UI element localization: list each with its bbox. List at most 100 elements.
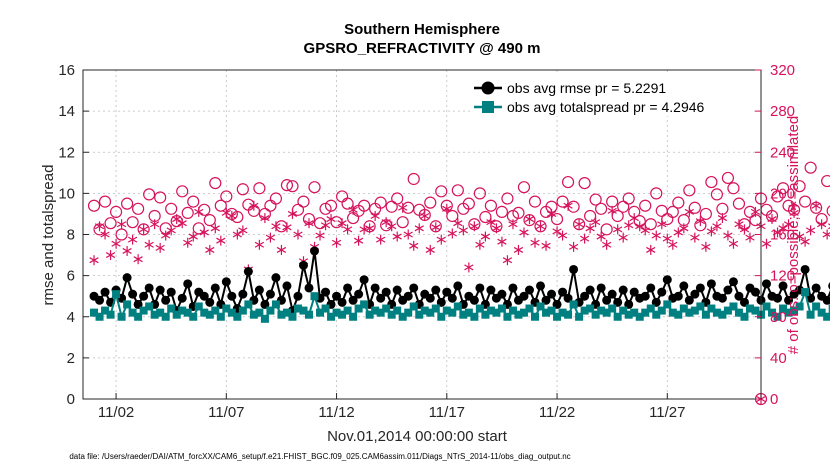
possible-obs-marker [181,206,194,220]
assimilated-obs-marker [392,231,402,242]
assimilated-obs-marker [436,234,446,245]
assimilated-obs-stroke [701,243,711,250]
totalspread-marker [663,300,672,309]
possible-obs-marker [363,220,376,233]
assimilated-obs-stroke [238,227,248,234]
rmse-marker [161,295,171,305]
assimilated-obs-stroke [265,234,276,241]
assimilated-obs-marker [425,244,435,255]
rmse-marker [271,273,281,283]
assimilated-obs-stroke [602,241,612,248]
y-tick-label: 16 [58,62,75,79]
assimilated-obs-stroke [293,231,303,238]
assimilated-obs-marker [574,219,584,230]
rmse-marker [348,295,358,305]
x-axis-label: Nov.01,2014 00:00:00 start [327,428,508,445]
assimilated-obs-stroke [568,243,579,250]
totalspread-marker [354,304,363,313]
totalspread-marker [734,308,743,317]
possible-obs-marker [606,195,619,208]
rmse-marker [618,285,628,295]
totalspread-marker [172,310,181,319]
possible-obs-marker [148,209,161,223]
totalspread-marker [282,308,291,317]
totalspread-marker [205,310,214,319]
assimilated-obs-stroke [353,237,364,244]
totalspread-marker [128,308,137,317]
assimilated-obs-stroke [513,246,524,253]
rmse-marker [128,289,138,299]
totalspread-marker [145,302,154,311]
possible-obs-marker [253,182,266,195]
possible-obs-marker [98,195,112,208]
assimilated-obs-marker [475,239,485,250]
totalspread-marker [431,304,440,313]
totalspread-marker [751,306,760,315]
rmse-marker [166,287,176,297]
assimilated-obs-stroke [304,220,314,227]
rmse-marker [381,287,391,297]
totalspread-marker [404,308,413,317]
possible-obs-marker [308,181,321,194]
totalspread-marker [343,306,352,315]
right-tick-label: 240 [770,144,795,161]
rmse-marker [723,285,733,295]
possible-obs-marker [187,195,200,208]
assimilated-obs-stroke [717,215,728,222]
rmse-marker [734,291,744,301]
rmse-marker [282,281,292,291]
assimilated-obs-marker [778,223,788,234]
assimilated-obs-marker [535,221,546,232]
totalspread-marker [674,310,683,319]
assimilated-obs-stroke [392,233,402,240]
totalspread-marker [211,306,220,315]
totalspread-marker [668,308,677,317]
rmse-marker [144,283,154,293]
totalspread-marker [806,310,815,319]
possible-obs-marker [743,205,757,218]
totalspread-marker [338,310,347,319]
assimilated-obs-marker [690,232,700,243]
assimilated-obs-stroke [447,230,457,237]
assimilated-obs-marker [116,219,127,230]
totalspread-marker [393,306,402,315]
totalspread-marker [630,308,639,317]
totalspread-marker [387,310,396,319]
totalspread-marker [464,308,473,317]
totalspread-marker [117,312,126,321]
rmse-marker [519,291,529,301]
rmse-marker [508,283,518,293]
y-tick-label: 10 [58,185,75,202]
assimilated-obs-stroke [475,241,485,248]
rmse-marker [524,285,534,295]
rmse-marker [431,285,441,295]
assimilated-obs-stroke [431,224,441,231]
data-file-footnote: data file: /Users/raeder/DAI/ATM_forcXX/… [69,452,570,461]
assimilated-obs-stroke [502,257,513,264]
rmse-marker [447,293,457,303]
totalspread-marker [652,310,661,319]
totalspread-marker [453,302,462,311]
assimilated-obs-stroke [376,236,386,243]
totalspread-marker [475,304,484,313]
assimilated-obs-marker [579,233,590,244]
totalspread-marker [277,310,286,319]
rmse-marker [640,291,650,301]
assimilated-obs-stroke [414,225,424,232]
assimilated-obs-stroke [519,229,529,236]
totalspread-marker [591,310,600,319]
possible-obs-marker [694,219,707,232]
totalspread-marker [685,308,694,317]
totalspread-marker [123,300,132,309]
rmse-marker [629,287,639,297]
left-axis-label: rmse and totalspread [40,165,57,306]
assimilated-obs-stroke [287,210,298,217]
assimilated-obs-marker [127,234,138,245]
assimilated-obs-stroke [232,231,242,238]
totalspread-marker [696,302,705,311]
possible-obs-marker [109,205,123,218]
assimilated-obs-stroke [210,225,220,232]
right-tick-label: 120 [770,268,795,285]
totalspread-marker [321,304,330,313]
totalspread-marker [580,306,589,315]
